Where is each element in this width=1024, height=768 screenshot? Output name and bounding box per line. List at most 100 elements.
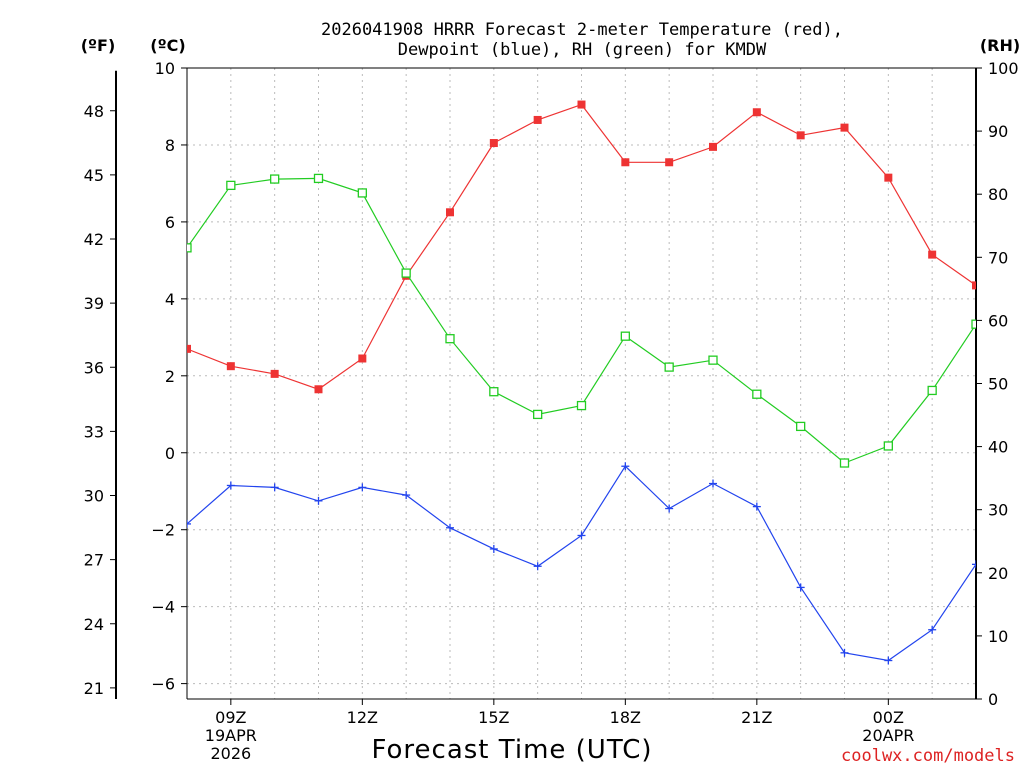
dewpoint-point	[358, 483, 367, 492]
temperature-point	[446, 208, 454, 217]
credit-text: coolwx.com/models	[841, 746, 1015, 766]
fahrenheit-tick-label: 42	[84, 230, 104, 249]
rh-tick-label: 90	[988, 122, 1008, 141]
axes: −6−4−20246810212427303336394245480102030…	[84, 59, 1019, 763]
celsius-tick-label: 10	[155, 59, 175, 78]
temperature-point	[187, 344, 191, 353]
fahrenheit-tick-label: 39	[84, 294, 104, 313]
temperature-point	[972, 281, 976, 290]
dewpoint-point	[840, 648, 849, 657]
dewpoint-point	[533, 562, 542, 571]
dewpoint-point	[402, 491, 411, 500]
rh-tick-label: 60	[988, 311, 1008, 330]
celsius-tick-label: 2	[165, 367, 175, 386]
dewpoint-point	[270, 483, 279, 492]
rh-point	[664, 362, 674, 372]
dewpoint-point	[928, 625, 937, 634]
temperature-point	[226, 362, 235, 371]
x-tick-label: 21Z	[741, 708, 772, 727]
rh-tick-label: 70	[988, 248, 1008, 267]
rh-point	[187, 243, 192, 253]
x-tick-label: 09Z	[215, 708, 246, 727]
fahrenheit-tick-label: 36	[84, 358, 104, 377]
dewpoint-point	[709, 479, 717, 488]
dewpoint-point	[972, 560, 976, 569]
fahrenheit-tick-label: 21	[84, 679, 104, 698]
rh-point	[357, 188, 367, 198]
temperature-point	[533, 115, 542, 124]
x-axis-label: Forecast Time (UTC)	[371, 735, 652, 765]
celsius-tick-label: −4	[151, 598, 175, 617]
x-tick-label: 00Z	[873, 708, 904, 727]
x-tick-label: 19APR	[205, 726, 257, 745]
fahrenheit-unit-label: (ºF)	[81, 36, 116, 55]
fahrenheit-tick-label: 27	[84, 551, 104, 570]
rh-point	[752, 389, 762, 399]
rh-tick-label: 30	[988, 501, 1008, 520]
rh-tick-label: 100	[988, 59, 1019, 78]
rh-point	[401, 268, 411, 278]
celsius-tick-label: 6	[165, 213, 175, 232]
temperature-point	[709, 142, 717, 151]
rh-tick-label: 20	[988, 564, 1008, 583]
celsius-tick-label: 4	[165, 290, 175, 309]
rh-tick-label: 80	[988, 185, 1008, 204]
dewpoint-point	[621, 462, 630, 471]
x-tick-label: 20APR	[862, 726, 914, 745]
rh-point	[313, 173, 324, 184]
temperature-point	[577, 100, 586, 109]
celsius-tick-label: −6	[151, 675, 175, 694]
rh-point	[576, 400, 587, 411]
dewpoint-point	[187, 519, 191, 528]
rh-point	[839, 458, 850, 468]
series-temperature	[187, 100, 976, 394]
rh-tick-label: 40	[988, 438, 1008, 457]
dewpoint-point	[314, 496, 323, 505]
dewpoint-point	[752, 502, 761, 511]
fahrenheit-tick-label: 33	[84, 422, 104, 441]
temperature-point	[489, 139, 498, 148]
chart-title-line2: Dewpoint (blue), RH (green) for KMDW	[398, 40, 767, 60]
fahrenheit-tick-label: 30	[84, 487, 104, 506]
rh-point	[971, 319, 976, 329]
rh-tick-label: 10	[988, 627, 1008, 646]
dewpoint-point	[226, 481, 235, 490]
dewpoint-point	[665, 504, 674, 513]
rh-point	[489, 387, 499, 397]
temperature-point	[621, 158, 630, 167]
chart-title-line1: 2026041908 HRRR Forecast 2-meter Tempera…	[321, 20, 843, 40]
temperature-point	[752, 108, 761, 117]
rh-point	[533, 409, 543, 420]
rh-unit-label: (RH)	[980, 36, 1020, 55]
rh-tick-label: 50	[988, 375, 1008, 394]
temperature-point	[314, 385, 323, 394]
fahrenheit-tick-label: 24	[84, 615, 104, 634]
temperature-point	[358, 354, 367, 363]
fahrenheit-tick-label: 48	[84, 102, 104, 121]
celsius-unit-label: (ºC)	[150, 36, 185, 55]
grid	[187, 68, 976, 699]
series-dewpoint	[187, 462, 976, 665]
rh-point	[708, 355, 718, 365]
temperature-point	[884, 173, 893, 182]
celsius-tick-label: −2	[151, 521, 175, 540]
temperature-point	[928, 250, 937, 259]
x-tick-label: 18Z	[610, 708, 641, 727]
dewpoint-point	[489, 544, 498, 553]
celsius-tick-label: 0	[165, 444, 175, 463]
rh-point	[445, 334, 455, 344]
dewpoint-point	[446, 523, 454, 532]
rh-point	[796, 421, 806, 432]
rh-tick-label: 0	[988, 690, 998, 709]
plot-area	[187, 100, 976, 665]
series-rh	[187, 173, 976, 468]
rh-point	[927, 385, 937, 396]
rh-point	[270, 174, 280, 184]
temperature-point	[270, 369, 279, 378]
x-tick-label: 15Z	[478, 708, 509, 727]
dewpoint-point	[796, 583, 805, 592]
x-tick-label: 12Z	[347, 708, 378, 727]
rh-point	[226, 180, 236, 191]
temperature-point	[796, 131, 805, 140]
